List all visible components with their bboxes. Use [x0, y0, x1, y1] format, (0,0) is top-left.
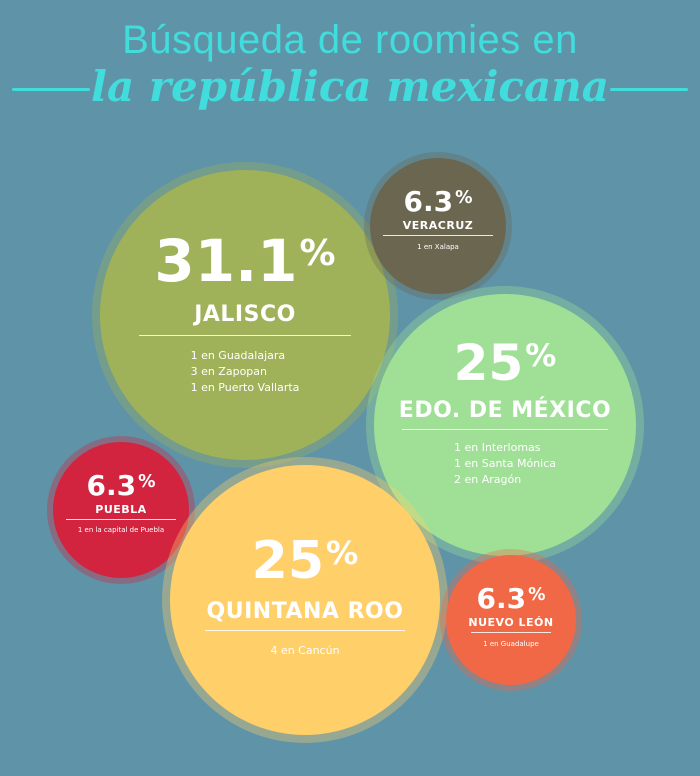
bubble-veracruz: 6.3% VERACRUZ 1 en Xalapa [370, 158, 506, 294]
puebla-name: PUEBLA [95, 503, 147, 516]
jalisco-name: JALISCO [194, 302, 296, 327]
qroo-details: 4 en Cancún [270, 643, 339, 659]
nl-divider [471, 632, 551, 633]
detail-item: 1 en la capital de Puebla [77, 526, 165, 534]
veracruz-percent: 6.3% [403, 185, 473, 218]
title-line-1: Búsqueda de roomies en [122, 18, 578, 62]
detail-item: 3 en Zapopan [190, 365, 267, 378]
edomex-name: EDO. DE MÉXICO [398, 398, 612, 423]
detail-item: 1 en Santa Mónica [453, 457, 556, 470]
title-line-2: la república mexicana [91, 62, 609, 111]
bubble-quintana-roo: 25% QUINTANA ROO 4 en Cancún [170, 465, 440, 735]
puebla-details: 1 en la capital de Puebla [78, 525, 164, 535]
title-rule-right [610, 88, 688, 91]
jalisco-percent: 31.1% [154, 227, 336, 295]
puebla-divider [66, 519, 176, 520]
nl-percent: 6.3% [476, 582, 546, 615]
veracruz-details: 1 en Xalapa [417, 242, 459, 252]
veracruz-divider [383, 235, 493, 236]
detail-item: 1 en Guadalupe [483, 640, 539, 648]
jalisco-details: 1 en Guadalajara 3 en Zapopan 1 en Puert… [191, 348, 300, 396]
detail-item: 1 en Guadalajara [190, 349, 286, 362]
edomex-divider [402, 429, 608, 430]
detail-item: 1 en Puerto Vallarta [190, 381, 300, 394]
nl-name: NUEVO LEÓN [468, 616, 554, 629]
edomex-percent: 25% [453, 334, 557, 392]
qroo-percent: 25% [251, 531, 359, 591]
detail-item: 1 en Xalapa [417, 243, 459, 251]
jalisco-divider [139, 335, 351, 336]
bubble-edo-de-mexico: 25% EDO. DE MÉXICO 1 en Interlomas 1 en … [374, 294, 636, 556]
bubble-jalisco: 31.1% JALISCO 1 en Guadalajara 3 en Zapo… [100, 170, 390, 460]
qroo-divider [205, 630, 405, 631]
bubble-nuevo-leon: 6.3% NUEVO LEÓN 1 en Guadalupe [446, 555, 576, 685]
edomex-details: 1 en Interlomas 1 en Santa Mónica 2 en A… [454, 440, 556, 488]
detail-item: 2 en Aragón [453, 473, 522, 486]
detail-item: 4 en Cancún [270, 644, 340, 657]
detail-item: 1 en Interlomas [453, 441, 541, 454]
puebla-percent: 6.3% [86, 469, 156, 502]
veracruz-name: VERACRUZ [402, 219, 474, 232]
title-rule-left [12, 88, 90, 91]
qroo-name: QUINTANA ROO [206, 599, 404, 624]
bubble-puebla: 6.3% PUEBLA 1 en la capital de Puebla [53, 442, 189, 578]
nl-details: 1 en Guadalupe [483, 639, 539, 649]
